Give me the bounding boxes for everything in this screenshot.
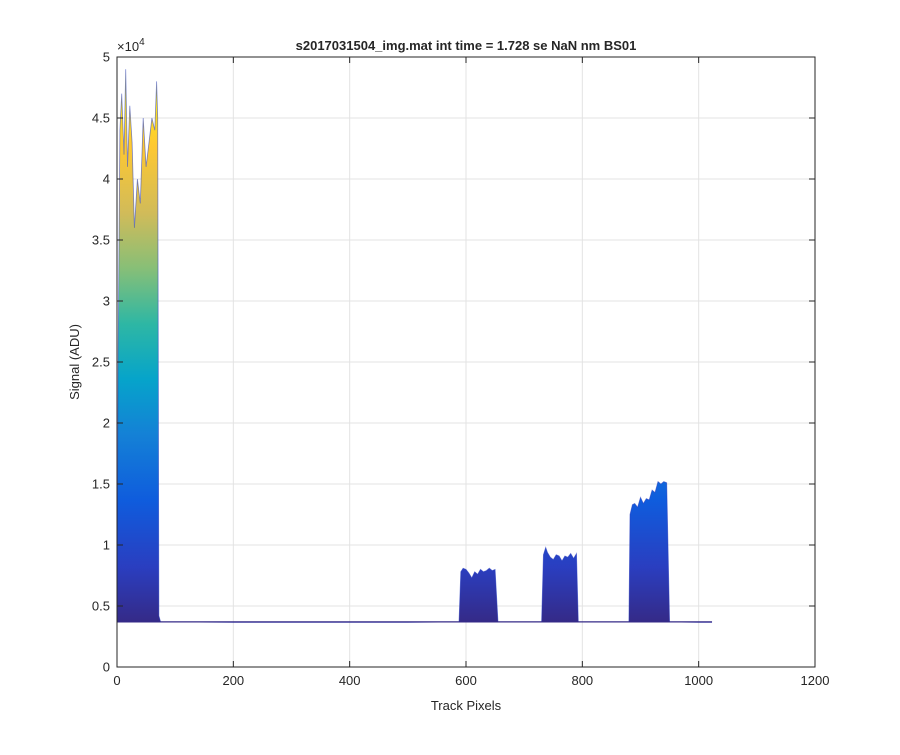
y-axis-exponent-power: 4 [139,37,145,48]
y-tick-label: 5 [103,50,110,65]
x-tick-label: 200 [222,673,244,688]
y-axis-exponent: ×104 [117,37,145,54]
y-tick-label: 1.5 [92,477,110,492]
x-tick-label: 600 [455,673,477,688]
y-tick-label: 1 [103,538,110,553]
x-axis-title: Track Pixels [431,698,502,713]
y-tick-label: 0 [103,660,110,675]
y-tick-label: 4.5 [92,111,110,126]
y-tick-label: 2 [103,416,110,431]
y-tick-label: 3.5 [92,233,110,248]
x-tick-label: 1000 [684,673,713,688]
y-tick-labels: 0 0.5 1 1.5 2 2.5 3 3.5 4 4.5 5 [92,50,110,675]
axis-ticks [116,56,816,668]
y-axis-exponent-base: ×10 [117,39,139,54]
signal-area-fill [117,69,712,623]
y-axis-title: Signal (ADU) [67,324,82,400]
x-tick-labels: 0 200 400 600 800 1000 1200 [113,673,829,688]
signal-edge-line [116,69,712,623]
x-tick-label: 400 [339,673,361,688]
y-tick-label: 3 [103,294,110,309]
chart-title: s2017031504_img.mat int time = 1.728 se … [296,38,637,53]
y-tick-label: 0.5 [92,599,110,614]
x-tick-label: 0 [113,673,120,688]
y-tick-label: 4 [103,172,110,187]
y-tick-label: 2.5 [92,355,110,370]
x-tick-label: 1200 [801,673,830,688]
x-tick-label: 800 [571,673,593,688]
data-series-layer [116,69,713,623]
